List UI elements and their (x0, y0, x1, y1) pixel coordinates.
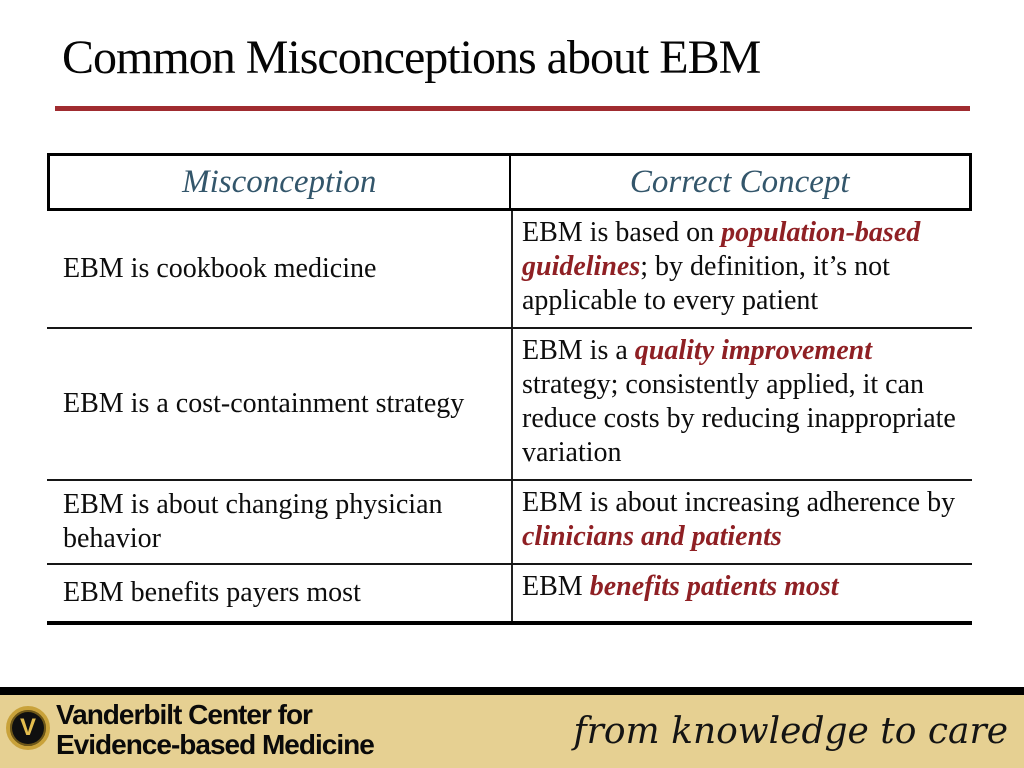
highlighted-phrase: population-based guidelines (522, 217, 921, 282)
highlighted-phrase: clinicians and patients (522, 521, 782, 552)
plain-text: strategy; consistently applied, it can r… (522, 369, 956, 468)
plain-text: ; by definition, it’s not applicable to … (522, 251, 890, 316)
title-underline-rule (55, 106, 970, 111)
footer-band: V Vanderbilt Center for Evidence-based M… (0, 695, 1024, 768)
footer-divider-bar (0, 687, 1024, 695)
misconception-text: EBM is cookbook medicine (63, 253, 377, 284)
column-header-misconception: Misconception (182, 163, 377, 200)
highlighted-phrase: benefits patients most (589, 571, 839, 602)
page-title: Common Misconceptions about EBM (62, 31, 761, 84)
misconception-cell: EBM is a cost-containment strategy (47, 329, 511, 479)
plain-text: EBM is based on (522, 217, 722, 248)
concept-cell: EBM is about increasing adherence by cli… (511, 481, 972, 563)
table-header-row: Misconception Correct Concept (47, 153, 972, 211)
column-header-correct-concept: Correct Concept (508, 156, 970, 208)
misconception-cell: EBM is cookbook medicine (47, 211, 511, 327)
table-row: EBM is cookbook medicine EBM is based on… (47, 211, 972, 329)
misconception-text: EBM is about changing physician behavior (63, 489, 443, 554)
table-row: EBM is a cost-containment strategy EBM i… (47, 329, 972, 481)
misconception-text: EBM benefits payers most (63, 577, 361, 608)
table-row: EBM is about changing physician behavior… (47, 481, 972, 565)
organization-name: Vanderbilt Center for Evidence-based Med… (56, 699, 375, 760)
emblem-v-glyph: V (19, 714, 36, 741)
table-body: EBM is cookbook medicine EBM is based on… (47, 211, 972, 625)
misconception-cell: EBM benefits payers most (47, 565, 511, 621)
plain-text: EBM (522, 571, 590, 602)
concept-cell: EBM is based on population-based guideli… (511, 211, 972, 327)
plain-text: EBM is a (522, 335, 635, 366)
concept-cell: EBM benefits patients most (511, 565, 972, 621)
concept-cell: EBM is a quality improvement strategy; c… (511, 329, 972, 479)
organization-name-line1: Vanderbilt Center for (56, 699, 313, 730)
plain-text: EBM is about increasing adherence by (522, 487, 956, 518)
highlighted-phrase: quality improvement (634, 335, 872, 366)
vanderbilt-v-emblem-icon: V (6, 706, 50, 750)
misconceptions-table: Misconception Correct Concept EBM is coo… (47, 153, 972, 625)
table-row: EBM benefits payers most EBM benefits pa… (47, 565, 972, 621)
organization-name-line2: Evidence-based Medicine (56, 729, 375, 760)
misconception-text: EBM is a cost-containment strategy (63, 388, 465, 419)
misconception-cell: EBM is about changing physician behavior (47, 481, 511, 563)
footer-tagline: from knowledge to care (573, 711, 1008, 752)
